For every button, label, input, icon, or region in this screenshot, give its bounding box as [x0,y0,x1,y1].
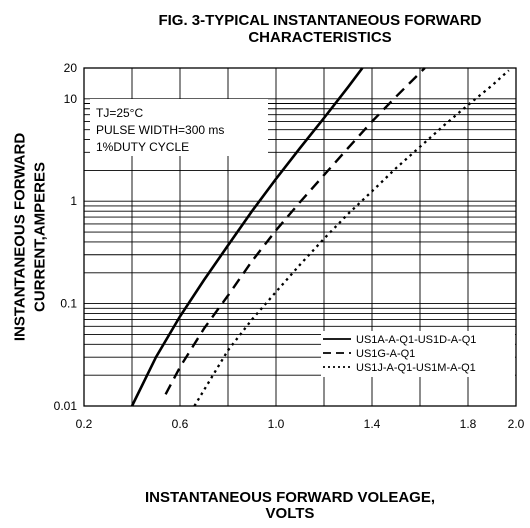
legend: US1A-A-Q1-US1D-A-Q1 US1G-A-Q1 US1J-A-Q1-US… [321,331,515,377]
conditions-box: TJ=25°C PULSE WIDTH=300 ms 1%DUTY CYCLE [90,99,268,156]
condition-duty-cycle: 1%DUTY CYCLE [96,140,189,154]
y-tick-label: 10 [64,92,78,106]
x-tick-label: 0.6 [172,417,189,431]
x-tick-label: 1.0 [268,417,285,431]
y-tick-label: 0.1 [60,297,77,311]
series-lines [130,67,510,407]
tick-labels: 0.2 0.6 1.0 1.4 1.8 2.0 20 10 1 0.1 0.01 [54,61,525,431]
legend-label-1: US1A-A-Q1-US1D-A-Q1 [356,334,476,346]
condition-pulse-width: PULSE WIDTH=300 ms [96,123,224,137]
x-axis-label-line1: INSTANTANEOUS FORWARD VOLEAGE, [144,489,435,506]
x-tick-label: 0.2 [76,417,93,431]
x-axis-label-line2: VOLTS [265,505,315,522]
y-tick-label: 1 [70,194,77,208]
conditions-panel [90,99,268,156]
y-tick-label: 20 [64,61,78,75]
series-line-1 [130,67,364,407]
series-line-2 [164,67,426,395]
legend-label-3: US1J-A-Q1-US1M-A-Q1 [356,362,476,374]
x-tick-label: 1.8 [460,417,477,431]
condition-temperature: TJ=25°C [96,106,143,120]
x-tick-label: 1.4 [364,417,381,431]
y-tick-label: 0.01 [54,399,78,413]
chart-title-line2: CHARACTERISTICS [248,29,392,46]
legend-label-2: US1G-A-Q1 [356,348,415,360]
chart-title-line1: FIG. 3-TYPICAL INSTANTANEOUS FORWARD [158,12,482,29]
condition-temperature-text: TJ=25°C [96,106,143,120]
legend-panel [321,331,515,377]
series-line-3 [193,69,510,407]
x-tick-label: 2.0 [508,417,525,431]
